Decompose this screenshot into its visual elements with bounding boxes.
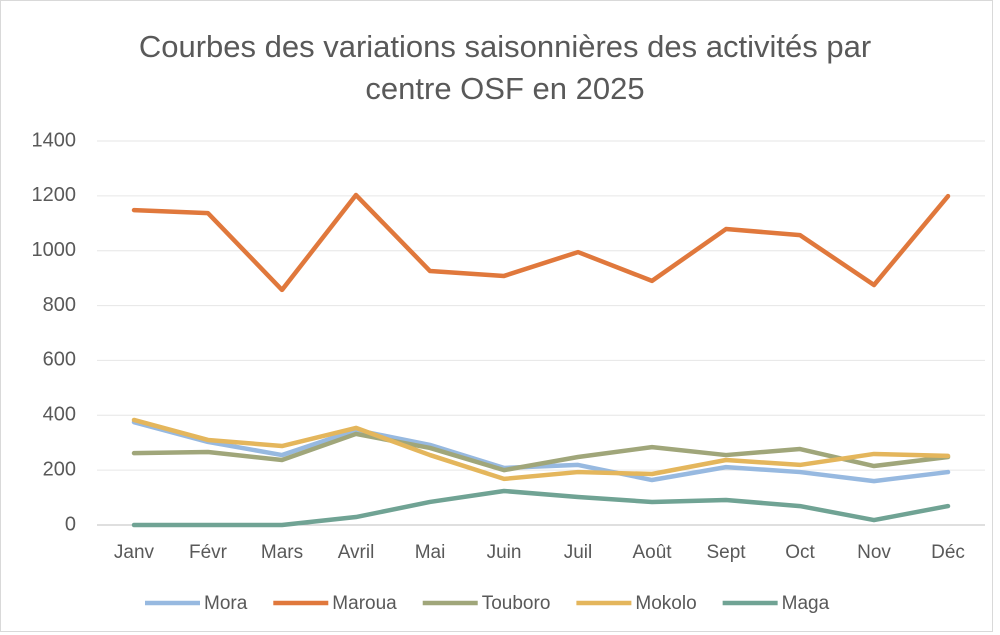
series-line bbox=[131, 192, 951, 293]
x-tick-label: Févr bbox=[189, 542, 228, 563]
x-tick-label: Juin bbox=[487, 542, 522, 563]
legend-label: Maga bbox=[782, 593, 830, 614]
y-tick-label: 600 bbox=[43, 349, 76, 371]
x-tick-label: Juil bbox=[564, 542, 593, 563]
x-tick-label: Oct bbox=[785, 542, 815, 563]
y-tick-label: 0 bbox=[65, 513, 76, 535]
x-tick-label: Avril bbox=[338, 542, 375, 563]
series-line bbox=[131, 488, 951, 528]
legend-label: Mokolo bbox=[635, 593, 696, 614]
legend-label: Maroua bbox=[332, 593, 397, 614]
x-tick-label: Sept bbox=[706, 542, 746, 563]
x-tick-label: Mars bbox=[261, 542, 303, 563]
y-tick-label: 200 bbox=[43, 458, 76, 480]
y-tick-label: 1200 bbox=[32, 184, 77, 206]
x-tick-label: Janv bbox=[114, 542, 155, 563]
x-tick-label: Déc bbox=[931, 542, 965, 563]
y-tick-label: 1400 bbox=[32, 129, 77, 151]
legend-label: Mora bbox=[204, 593, 248, 614]
x-tick-label: Mai bbox=[415, 542, 446, 563]
series-line bbox=[131, 417, 951, 482]
chart-title: Courbes des variations saisonnières des … bbox=[138, 29, 872, 106]
series-line bbox=[131, 419, 951, 484]
y-tick-label: 1000 bbox=[32, 239, 77, 261]
series-line bbox=[131, 431, 951, 473]
legend-label: Touboro bbox=[482, 593, 551, 614]
x-tick-label: Août bbox=[632, 542, 672, 563]
y-tick-label: 400 bbox=[43, 404, 76, 426]
x-tick-label: Nov bbox=[857, 542, 891, 563]
y-tick-label: 800 bbox=[43, 294, 76, 316]
